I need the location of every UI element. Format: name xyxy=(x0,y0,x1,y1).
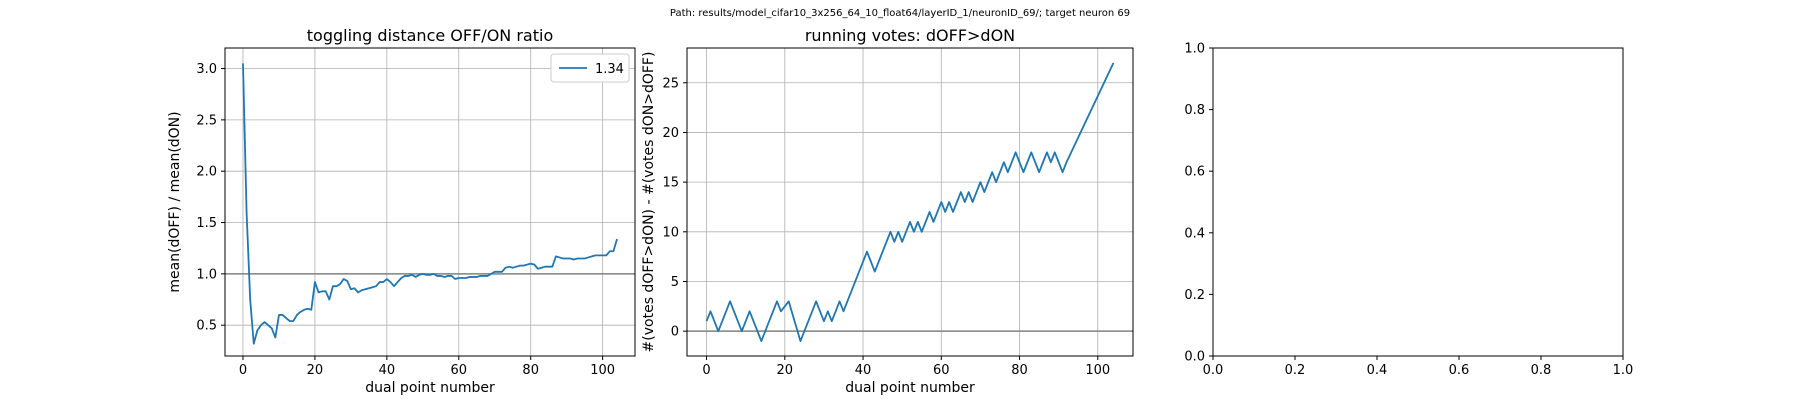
x-axis-label: dual point number xyxy=(845,380,975,396)
y-tick-label: 0 xyxy=(671,325,679,340)
x-tick-label: 0.8 xyxy=(1531,363,1552,378)
x-axis-label: dual point number xyxy=(365,380,495,396)
x-tick-label: 100 xyxy=(1085,363,1110,378)
y-tick-label: 15 xyxy=(662,176,679,191)
series-line-1 xyxy=(242,63,618,345)
x-tick-label: 80 xyxy=(1011,363,1028,378)
axes-frame xyxy=(224,47,636,357)
y-axis-label: #(votes dOFF>dON) - #(votes dON>dOFF) xyxy=(641,52,657,353)
series-line-1 xyxy=(705,62,1115,343)
y-tick-label: 1.0 xyxy=(1184,42,1205,57)
x-tick-label: 20 xyxy=(307,363,324,378)
x-tick-label: 40 xyxy=(379,363,396,378)
x-tick-label: 0 xyxy=(702,363,710,378)
y-tick-label: 2.5 xyxy=(196,113,217,128)
legend: 1.34 xyxy=(550,53,630,83)
y-tick-label: 3.0 xyxy=(196,62,217,77)
x-tick-label: 100 xyxy=(590,363,615,378)
x-tick-label: 40 xyxy=(855,363,872,378)
y-tick-label: 0.4 xyxy=(1184,226,1205,241)
axes-frame xyxy=(1212,47,1624,357)
chart-title: running votes: dOFF>dON xyxy=(805,26,1015,45)
y-tick-label: 10 xyxy=(662,225,679,240)
figure-suptitle: Path: results/model_cifar10_3x256_64_10_… xyxy=(670,8,1130,19)
y-tick-label: 0.2 xyxy=(1184,288,1205,303)
axes-frame xyxy=(686,47,1134,357)
y-tick-label: 1.5 xyxy=(196,216,217,231)
x-tick-label: 1.0 xyxy=(1613,363,1634,378)
y-tick-label: 0.8 xyxy=(1184,103,1205,118)
chart-panel-2: 0 20 40 60 80 100 0 5 10 15 20 25 running votes: dOF… xyxy=(641,26,1134,396)
x-tick-label: 20 xyxy=(777,363,794,378)
y-tick-label: 0.6 xyxy=(1184,165,1205,180)
y-tick-label: 0.5 xyxy=(196,319,217,334)
x-tick-label: 0.2 xyxy=(1285,363,1306,378)
x-tick-label: 0.6 xyxy=(1449,363,1470,378)
x-tick-label: 0 xyxy=(239,363,247,378)
chart-panel-1: 0 20 40 60 80 100 0.5 1.0 1.5 2.0 2.5 3.0 toggling d… xyxy=(167,26,636,396)
chart-panel-3: 0.0 0.2 0.4 0.6 0.8 1.0 0.0 0.2 0.4 0.6 0.8 1.0 xyxy=(1184,42,1633,379)
x-tick-label: 80 xyxy=(522,363,539,378)
y-tick-label: 25 xyxy=(662,76,679,91)
y-tick-label: 0.0 xyxy=(1184,350,1205,365)
y-tick-label: 5 xyxy=(671,275,679,290)
y-axis-label: mean(dOFF) / mean(dON) xyxy=(167,111,183,292)
x-tick-label: 0.0 xyxy=(1203,363,1224,378)
x-tick-label: 60 xyxy=(933,363,950,378)
x-tick-label: 0.4 xyxy=(1367,363,1388,378)
legend-box xyxy=(550,53,630,83)
y-tick-label: 20 xyxy=(662,126,679,141)
y-tick-label: 1.0 xyxy=(196,267,217,282)
chart-title: toggling distance OFF/ON ratio xyxy=(307,26,553,45)
y-tick-label: 2.0 xyxy=(196,165,217,180)
x-tick-label: 60 xyxy=(450,363,467,378)
legend-label: 1.34 xyxy=(595,62,624,77)
